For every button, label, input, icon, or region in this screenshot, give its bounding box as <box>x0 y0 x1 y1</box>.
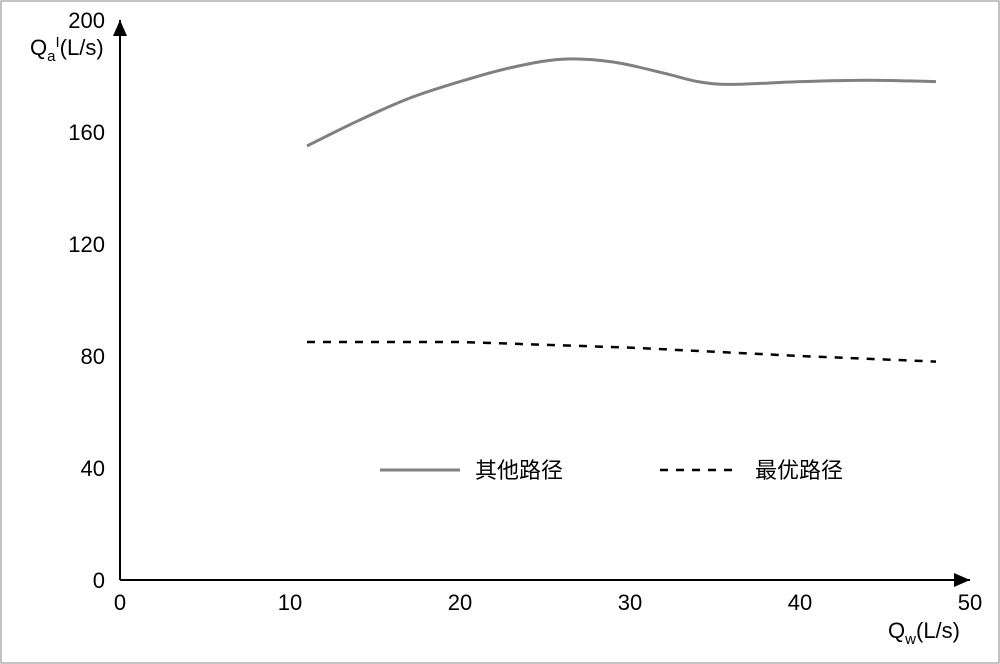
x-tick-label: 0 <box>114 590 126 615</box>
line-chart: 0 10 20 30 40 50 0 40 80 120 160 200 Qw(L/s) QaI(L/s)… <box>0 0 1000 664</box>
axes <box>113 20 970 587</box>
x-tick-label: 20 <box>448 590 472 615</box>
x-tick-label: 40 <box>788 590 812 615</box>
legend: 其他路径 最优路径 <box>380 458 843 483</box>
x-axis-title: Qw(L/s) <box>888 618 960 648</box>
y-tick-label: 200 <box>68 8 105 33</box>
y-tick-label: 120 <box>68 232 105 257</box>
legend-label: 其他路径 <box>475 458 563 483</box>
x-tick-label: 30 <box>618 590 642 615</box>
y-tick-label: 40 <box>81 456 105 481</box>
chart-container: 0 10 20 30 40 50 0 40 80 120 160 200 Qw(L/s) QaI(L/s)… <box>0 0 1000 664</box>
series-0-line <box>307 59 936 146</box>
x-tick-label: 50 <box>958 590 982 615</box>
y-tick-label: 160 <box>68 120 105 145</box>
legend-label: 最优路径 <box>755 458 843 483</box>
y-axis-title: QaI(L/s) <box>30 34 104 65</box>
y-tick-label: 80 <box>81 344 105 369</box>
x-tick-label: 10 <box>278 590 302 615</box>
chart-border <box>1 1 999 663</box>
series-1-line <box>307 342 936 362</box>
y-tick-label: 0 <box>93 568 105 593</box>
